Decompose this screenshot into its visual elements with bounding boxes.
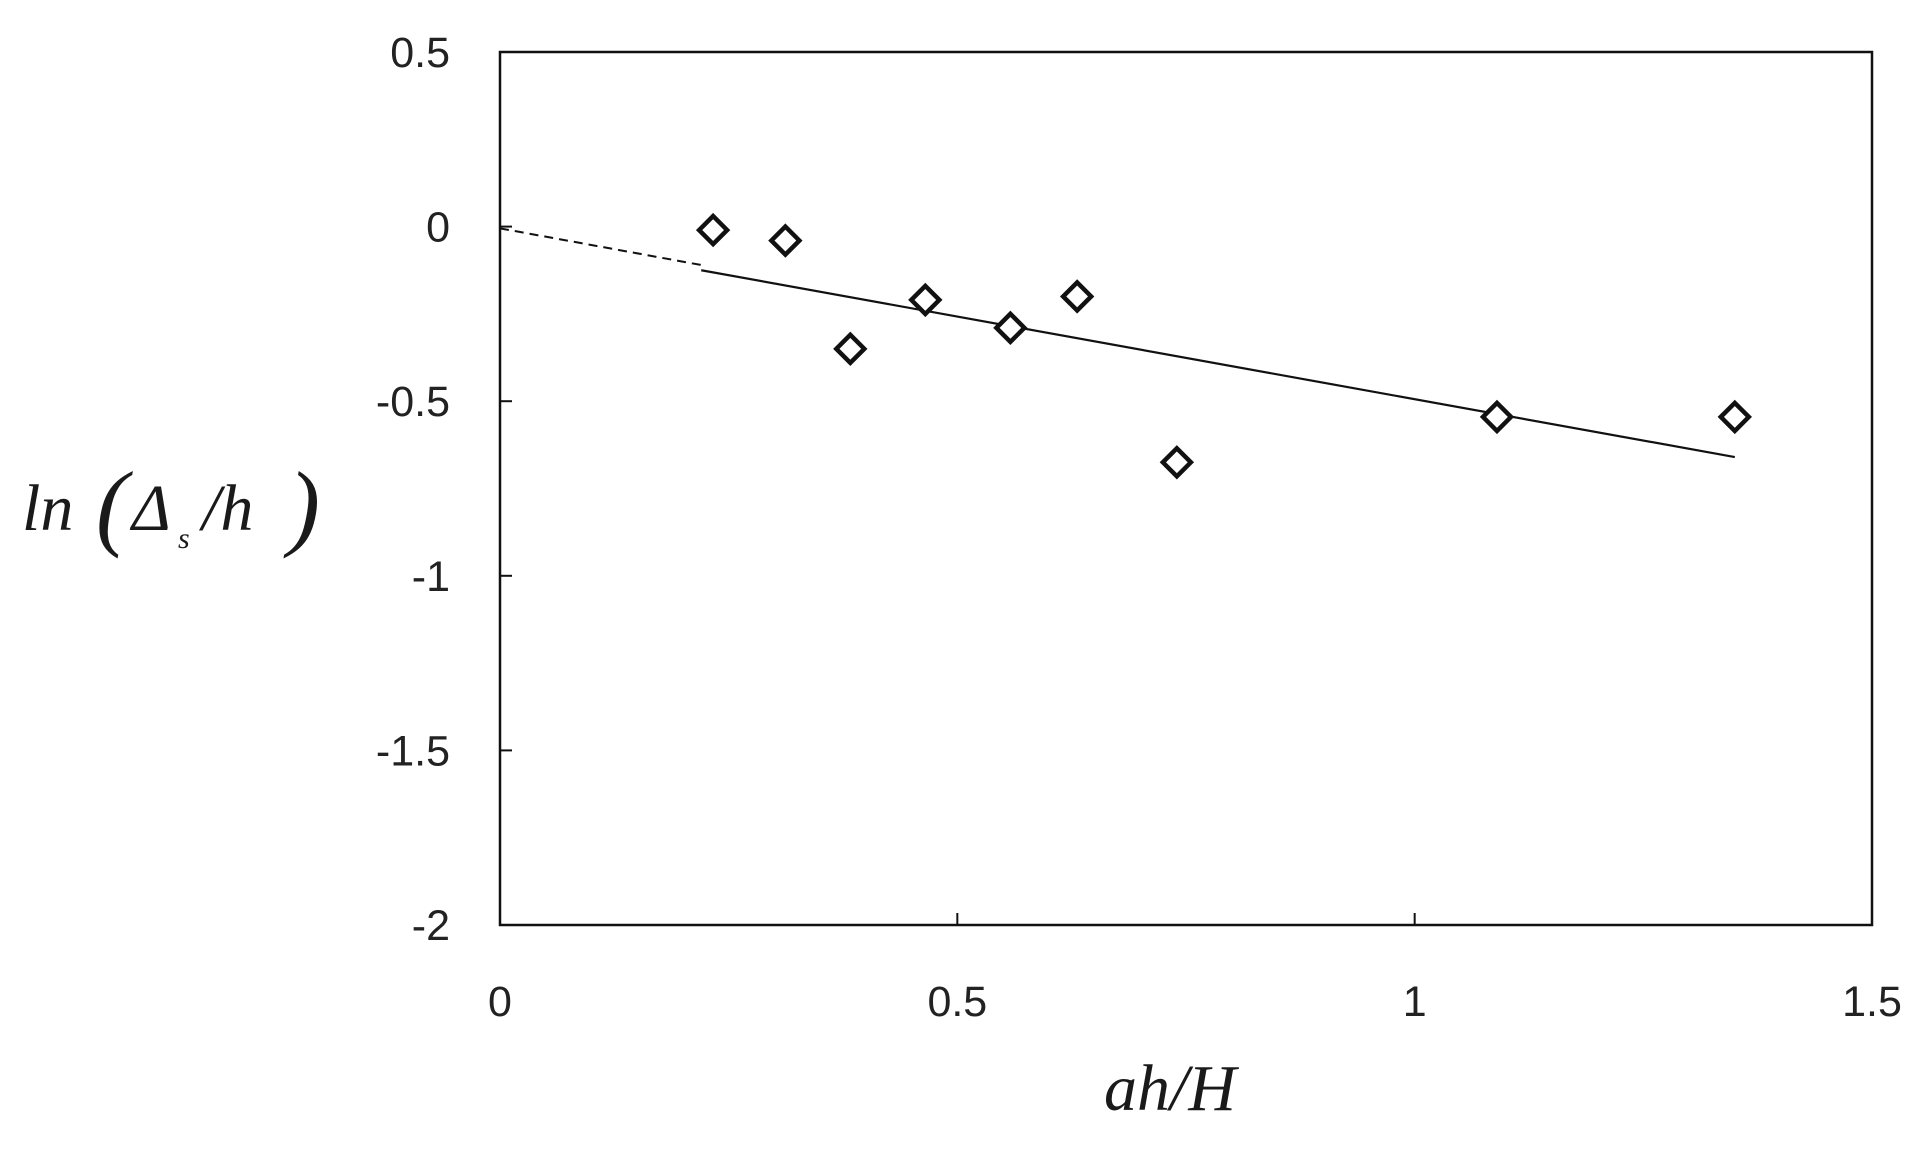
y-axis-title-prefix: ln	[22, 472, 73, 545]
data-point-diamond	[1159, 445, 1195, 480]
y-tick-label: 0.5	[390, 29, 450, 77]
x-axis-ticks: 0 0.5 1 1.5	[488, 913, 1902, 1026]
plot-frame	[498, 50, 1874, 927]
data-point-diamond	[1479, 399, 1515, 435]
x-tick-label: 1.5	[1842, 978, 1902, 1026]
trend-line	[499, 227, 1735, 459]
data-point-diamond	[833, 331, 868, 367]
data-points	[695, 212, 1752, 480]
y-tick-label: -0.5	[376, 378, 450, 426]
y-axis-title-delta: Δ	[129, 472, 171, 545]
x-axis-title: ah/H	[1104, 1052, 1239, 1125]
y-axis-title-close-paren: )	[283, 452, 320, 559]
y-axis-title-open-paren: (	[96, 452, 133, 559]
y-tick-label: -1	[412, 553, 450, 601]
y-axis-title-subscript: s	[178, 522, 190, 555]
data-point-diamond	[695, 212, 731, 248]
trend-line-fit	[701, 269, 1735, 459]
data-point-diamond	[908, 282, 943, 318]
x-tick-label: 1	[1403, 978, 1427, 1026]
y-tick-label: 0	[426, 204, 450, 252]
trend-line-extrapolated	[499, 227, 702, 266]
data-point-diamond	[1059, 279, 1095, 314]
x-tick-label: 0.5	[927, 978, 987, 1026]
y-axis-title-suffix: /h	[198, 472, 253, 545]
y-axis-title: ln ( Δ s /h )	[22, 452, 320, 559]
y-axis-ticks: 0.5 0 -0.5 -1 -1.5 -2	[376, 29, 512, 950]
data-point-diamond	[768, 223, 803, 258]
y-tick-label: -1.5	[376, 727, 450, 775]
x-tick-label: 0	[488, 978, 512, 1026]
data-point-diamond	[993, 310, 1028, 346]
data-point-diamond	[1717, 399, 1752, 435]
y-tick-label: -2	[412, 902, 450, 950]
